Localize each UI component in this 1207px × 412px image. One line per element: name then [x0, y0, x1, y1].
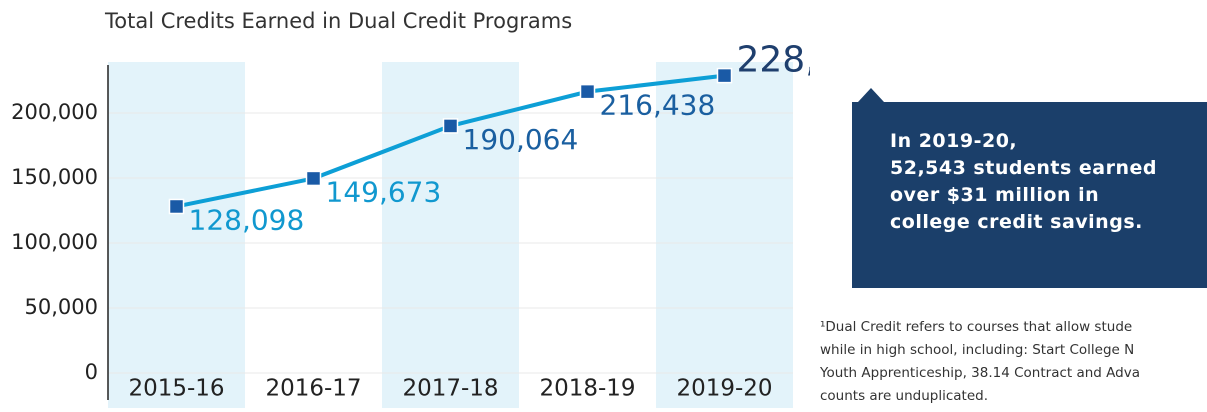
callout-line: In 2019-20, [890, 130, 1018, 152]
footnote-line: while in high school, including: Start C… [820, 342, 1135, 358]
band [108, 62, 245, 408]
chart-title: Total Credits Earned in Dual Credit Prog… [104, 9, 572, 33]
y-tick-label: 100,000 [11, 230, 98, 254]
callout-line: college credit savings. [890, 211, 1143, 233]
footnote: ¹Dual Credit refers to courses that allo… [820, 316, 1140, 408]
chart: Total Credits Earned in Dual Credit Prog… [11, 9, 811, 408]
band [656, 62, 793, 408]
y-tick-label: 0 [85, 360, 98, 384]
marker [305, 170, 322, 187]
data-label: 149,673 [326, 175, 442, 208]
x-tick-label: 2018-19 [539, 376, 635, 402]
marker [168, 198, 185, 215]
footnote-line: Youth Apprenticeship, 38.14 Contract and… [820, 365, 1140, 381]
callout-line: 52,543 students earned [890, 157, 1157, 179]
footnote-line: ¹Dual Credit refers to courses that allo… [820, 319, 1133, 335]
callout-pointer [858, 88, 884, 102]
x-tick-label: 2019-20 [676, 376, 772, 402]
data-label: 190,064 [463, 123, 579, 156]
marker [442, 118, 459, 134]
y-tick-label: 50,000 [25, 295, 98, 319]
footnote-line: counts are unduplicated. [820, 388, 988, 404]
y-tick-label: 200,000 [11, 100, 98, 124]
data-label: 216,438 [600, 89, 716, 122]
marker [579, 83, 596, 100]
x-tick-label: 2016-17 [265, 376, 361, 402]
marker [716, 67, 733, 84]
callout: In 2019-20, 52,543 students earned over $3… [852, 102, 1207, 288]
x-tick-label: 2015-16 [128, 376, 224, 402]
data-label: 228,769 Credits Earned [737, 40, 811, 81]
callout-line: over $31 million in [890, 184, 1100, 206]
y-tick-label: 150,000 [11, 165, 98, 189]
x-tick-label: 2017-18 [402, 376, 498, 402]
data-label: 128,098 [189, 203, 305, 236]
